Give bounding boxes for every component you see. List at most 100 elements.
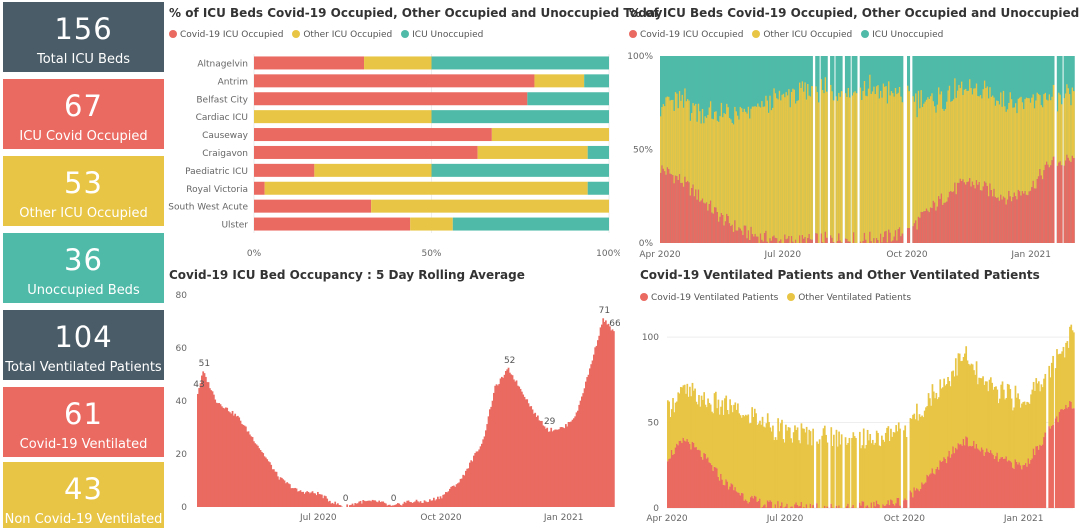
bar-other [781,94,784,243]
bar-covid [450,486,453,507]
bar-covid [346,504,349,507]
bar-segment [364,56,432,70]
legend-item-other[interactable]: Other ICU Occupied [752,30,852,40]
bar-covid [238,417,241,507]
bar-covid [975,180,978,243]
bar-covid [733,490,735,508]
bar-covid [291,488,294,507]
bar-other [809,96,812,240]
bar-other [669,417,672,459]
bar-other [846,444,848,507]
bar-other [751,106,754,235]
bar-covid [577,410,579,507]
bar-covid [668,459,670,508]
bar-covid [730,226,732,243]
bar-covid [948,191,951,243]
bar-other [948,85,951,192]
legend-item-other-ventilated[interactable]: Other Ventilated Patients [787,293,911,303]
bar-covid [962,179,965,243]
bar-covid [1066,154,1069,243]
bar-other [881,97,884,243]
bar-other [847,443,849,504]
bar-covid [788,236,790,243]
legend-item-covid[interactable]: Covid-19 ICU Occupied [629,30,743,40]
bar-other [1063,357,1066,409]
card-other-icu-occupied[interactable]: 53 Other ICU Occupied [3,156,164,226]
bar-covid [1057,422,1060,508]
y-tick-label: 80 [176,291,188,301]
bar-covid [518,386,521,507]
bar-other [719,116,722,217]
card-total-icu-beds[interactable]: 156 Total ICU Beds [3,2,164,72]
bar-other [940,91,943,194]
bar-covid [689,195,692,243]
bar-covid [673,183,676,243]
legend-item-covid-ventilated[interactable]: Covid-19 Ventilated Patients [640,293,778,303]
bar-covid [482,439,485,507]
bar-covid [928,212,931,243]
bar-other [762,426,765,506]
chart-icu-history[interactable]: 0%50%100%Apr 2020 Jul 2020 Oct 2020 Jan 202… [625,48,1077,263]
bar-other [864,448,866,508]
bar-other [704,404,707,454]
bar-covid [439,496,442,507]
bar-covid [1051,160,1054,243]
bar-other [730,119,732,227]
bar-covid [314,493,317,507]
bar-other [917,420,920,490]
bar-covid [1034,454,1036,508]
bar-other [677,108,680,181]
bar-covid [579,400,582,507]
card-total-ventilated[interactable]: 104 Total Ventilated Patients [3,310,164,380]
bar-covid [311,491,314,507]
bar-covid [1031,187,1033,243]
bar-covid [566,426,569,507]
bar-other [729,399,731,487]
bar-covid [1044,164,1047,243]
card-covid-ventilated[interactable]: 61 Covid-19 Ventilated [3,387,164,457]
bar-other [852,432,855,505]
bar-other [1018,399,1021,463]
bar-other [982,376,984,450]
bar-covid [779,505,782,508]
legend-item-unoccupied[interactable]: ICU Unoccupied [401,30,483,40]
bar-covid [537,415,539,507]
bar-other [686,99,689,181]
card-non-covid-ventilated[interactable]: 43 Non Covid-19 Ventilated [3,462,164,528]
bar-covid [889,232,892,243]
bar-other [875,86,878,239]
bar-covid [689,443,691,508]
bar-other [973,370,975,441]
bar-other [848,437,851,508]
bar-other [708,107,711,205]
bar-covid [681,443,683,508]
legend-item-other[interactable]: Other ICU Occupied [292,30,392,40]
bar-covid [379,502,382,507]
bar-covid [306,491,309,507]
bar-covid [333,504,335,507]
bar-other [927,97,929,211]
bar-other [799,443,802,506]
bar-covid [587,374,590,507]
bar-other [744,414,747,500]
bar-other [820,79,823,234]
bar-other [985,88,988,183]
bar-other [718,121,720,222]
bar-other [742,414,744,494]
bar-covid [699,201,701,243]
bar-other [882,439,885,505]
card-icu-covid-occupied[interactable]: 67 ICU Covid Occupied [3,79,164,149]
x-tick-label: Apr 2020 [639,250,681,260]
legend-item-covid[interactable]: Covid-19 ICU Occupied [169,30,283,40]
bar-other [1010,99,1013,202]
bar-covid [393,505,395,507]
card-unoccupied-beds[interactable]: 36 Unoccupied Beds [3,233,164,303]
bar-covid [803,506,805,508]
bar-covid [695,447,698,508]
legend-item-unoccupied[interactable]: ICU Unoccupied [861,30,943,40]
bar-other [832,100,835,243]
bar-covid [423,500,426,507]
